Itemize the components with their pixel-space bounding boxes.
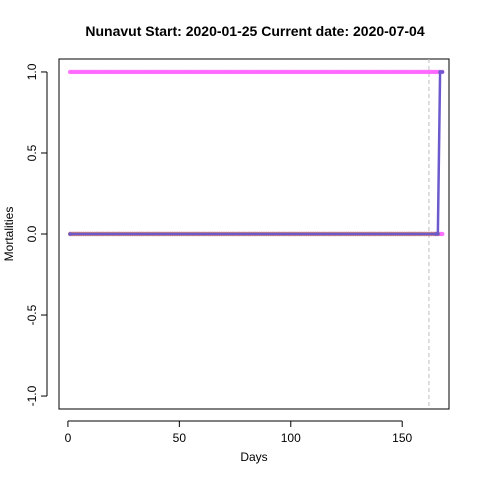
- y-tick-label: -1.0: [25, 385, 39, 406]
- y-axis: 1.0 0.5 0.0 -0.5 -1.0: [25, 63, 48, 406]
- x-tick-label: 50: [173, 431, 187, 445]
- x-tick-label: 150: [392, 431, 412, 445]
- y-tick-label: 1.0: [25, 63, 39, 80]
- series-4: [68, 70, 445, 236]
- series-layer: [67, 69, 445, 237]
- data-point: [440, 70, 445, 74]
- x-tick-label: 0: [65, 431, 72, 445]
- x-axis: 0 50 100 150: [65, 420, 413, 445]
- chart-title: Nunavut Start: 2020-01-25 Current date: …: [85, 23, 424, 39]
- data-point: [68, 232, 72, 236]
- x-tick-label: 100: [281, 431, 301, 445]
- plot-area: [58, 58, 450, 410]
- plot-border: [58, 58, 450, 410]
- series-1: [67, 69, 445, 75]
- y-tick-label: 0.5: [25, 144, 39, 161]
- y-tick-label: -0.5: [25, 304, 39, 325]
- data-point: [440, 231, 445, 237]
- data-point: [436, 232, 440, 236]
- y-axis-title: Mortalities: [2, 207, 16, 262]
- y-tick-label: 0.0: [25, 225, 39, 242]
- x-axis-title: Days: [240, 450, 267, 464]
